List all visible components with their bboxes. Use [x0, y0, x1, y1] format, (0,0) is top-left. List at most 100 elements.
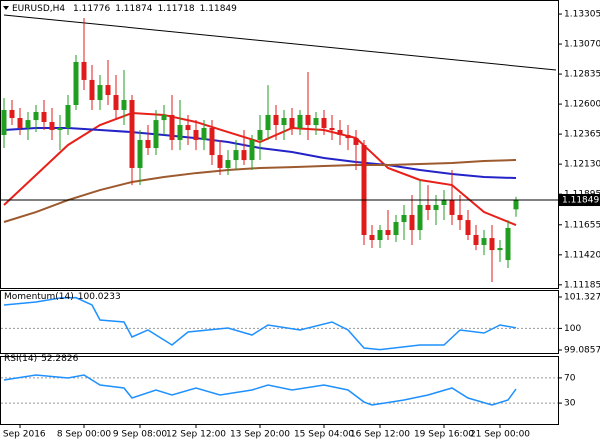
header-open: 1.11776 — [73, 4, 110, 14]
candle-body — [329, 127, 335, 131]
candle-body — [169, 114, 175, 140]
candle-body — [249, 139, 255, 161]
chart-header: EURUSD,H4 1.11776 1.11874 1.11718 1.11849 — [12, 4, 237, 14]
y-tick-label: 1.12130 — [564, 160, 600, 170]
candle-body — [41, 112, 47, 122]
y-tick-label: 99.0857 — [564, 346, 600, 356]
candle-body — [129, 100, 135, 168]
main-panel — [0, 0, 559, 289]
price-label-box — [559, 194, 600, 207]
candle-body — [73, 61, 79, 105]
candle-body — [137, 139, 143, 168]
candle-body — [161, 114, 167, 121]
candle-body — [393, 221, 399, 236]
candle-body — [305, 114, 311, 126]
header-close: 1.11849 — [200, 4, 237, 14]
candle-body — [185, 125, 191, 131]
candle-body — [193, 130, 199, 140]
candle-body — [361, 144, 367, 236]
x-tick-label: 16 Sep 12:00 — [350, 430, 410, 440]
candle-body — [289, 118, 295, 128]
candle-body — [153, 120, 159, 149]
candle-body — [505, 227, 511, 261]
y-tick-label: 1.12365 — [564, 130, 600, 140]
candle-body — [97, 85, 103, 101]
candle-body — [281, 118, 287, 126]
candle-body — [513, 200, 519, 210]
y-tick-label: 1.13305 — [564, 10, 600, 20]
y-tick-label: 1.13070 — [564, 40, 600, 50]
candle-body — [497, 248, 503, 251]
candle-body — [49, 121, 55, 131]
candle-body — [17, 118, 23, 128]
x-tick-label: 12 Sep 12:00 — [166, 430, 226, 440]
indicator-header: Momentum(14) 100.0233 — [4, 292, 121, 302]
candle-body — [225, 160, 231, 168]
header-low: 1.11718 — [157, 4, 194, 14]
candle-body — [265, 114, 271, 131]
candle-body — [233, 150, 239, 161]
candle-body — [353, 138, 359, 145]
candle-body — [257, 130, 263, 140]
candle-body — [377, 230, 383, 240]
x-tick-label: 8 Sep 00:00 — [57, 430, 112, 440]
y-tick-label: 100 — [564, 324, 581, 334]
candle-body — [417, 205, 423, 231]
candle-body — [409, 214, 415, 231]
indicator-line — [3, 374, 517, 406]
candle-body — [177, 125, 183, 140]
y-tick-label: 70 — [564, 373, 576, 383]
candle-body — [33, 112, 39, 121]
candle-body — [25, 120, 31, 128]
candle-body — [145, 139, 151, 149]
indicator-value: 100.0233 — [78, 292, 121, 302]
plot: 1.13305 1.13070 1.12835 1.12600 1.12365 1.121… — [0, 10, 600, 440]
candle-body — [473, 235, 479, 245]
indicator-value: 52.2826 — [41, 354, 78, 364]
x-tick-label: 15 Sep 04:00 — [294, 430, 354, 440]
candle-body — [425, 205, 431, 210]
candle-body — [369, 235, 375, 240]
candle-body — [105, 85, 111, 96]
indicator-line — [3, 296, 517, 351]
candle-body — [273, 114, 279, 126]
candle-body — [1, 109, 7, 136]
candle-body — [385, 230, 391, 236]
candle-body — [489, 238, 495, 251]
y-tick-label: 1.12600 — [564, 100, 600, 110]
moving-average — [3, 159, 517, 223]
candle-body — [433, 205, 439, 210]
chart-title: EURUSD,H4 — [12, 4, 65, 14]
x-tick-label: 6 Sep 2016 — [0, 430, 46, 440]
y-tick-label: 1.11185 — [564, 280, 600, 290]
candle-body — [121, 100, 127, 110]
candle-body — [9, 109, 15, 119]
candle-body — [449, 200, 455, 215]
y-tick-label: 1.11655 — [564, 220, 600, 230]
candle-body — [457, 214, 463, 221]
candle-body — [65, 104, 71, 128]
y-tick-label: 1.11420 — [564, 250, 600, 260]
indicator-title: Momentum(14) — [4, 292, 74, 302]
candle-body — [217, 155, 223, 168]
candle-body — [209, 127, 215, 156]
trendline — [3, 14, 557, 71]
candle-body — [401, 214, 407, 222]
candle-body — [57, 127, 63, 131]
candle-body — [297, 114, 303, 128]
candle-body — [313, 118, 319, 126]
candle-body — [441, 200, 447, 205]
indicator-header: RSI(14) 52.2826 — [4, 354, 79, 364]
y-tick-label: 101.3274 — [564, 293, 600, 303]
momentum-panel — [0, 290, 559, 354]
candle-body — [89, 79, 95, 101]
candle-body — [81, 61, 87, 80]
x-tick-label: 13 Sep 20:00 — [230, 430, 290, 440]
candle-body — [337, 130, 343, 136]
y-tick-label: 1.12835 — [564, 70, 600, 80]
y-tick-label: 30 — [564, 399, 576, 409]
candle-body — [113, 95, 119, 110]
candle-body — [321, 118, 327, 128]
candle-body — [481, 238, 487, 245]
